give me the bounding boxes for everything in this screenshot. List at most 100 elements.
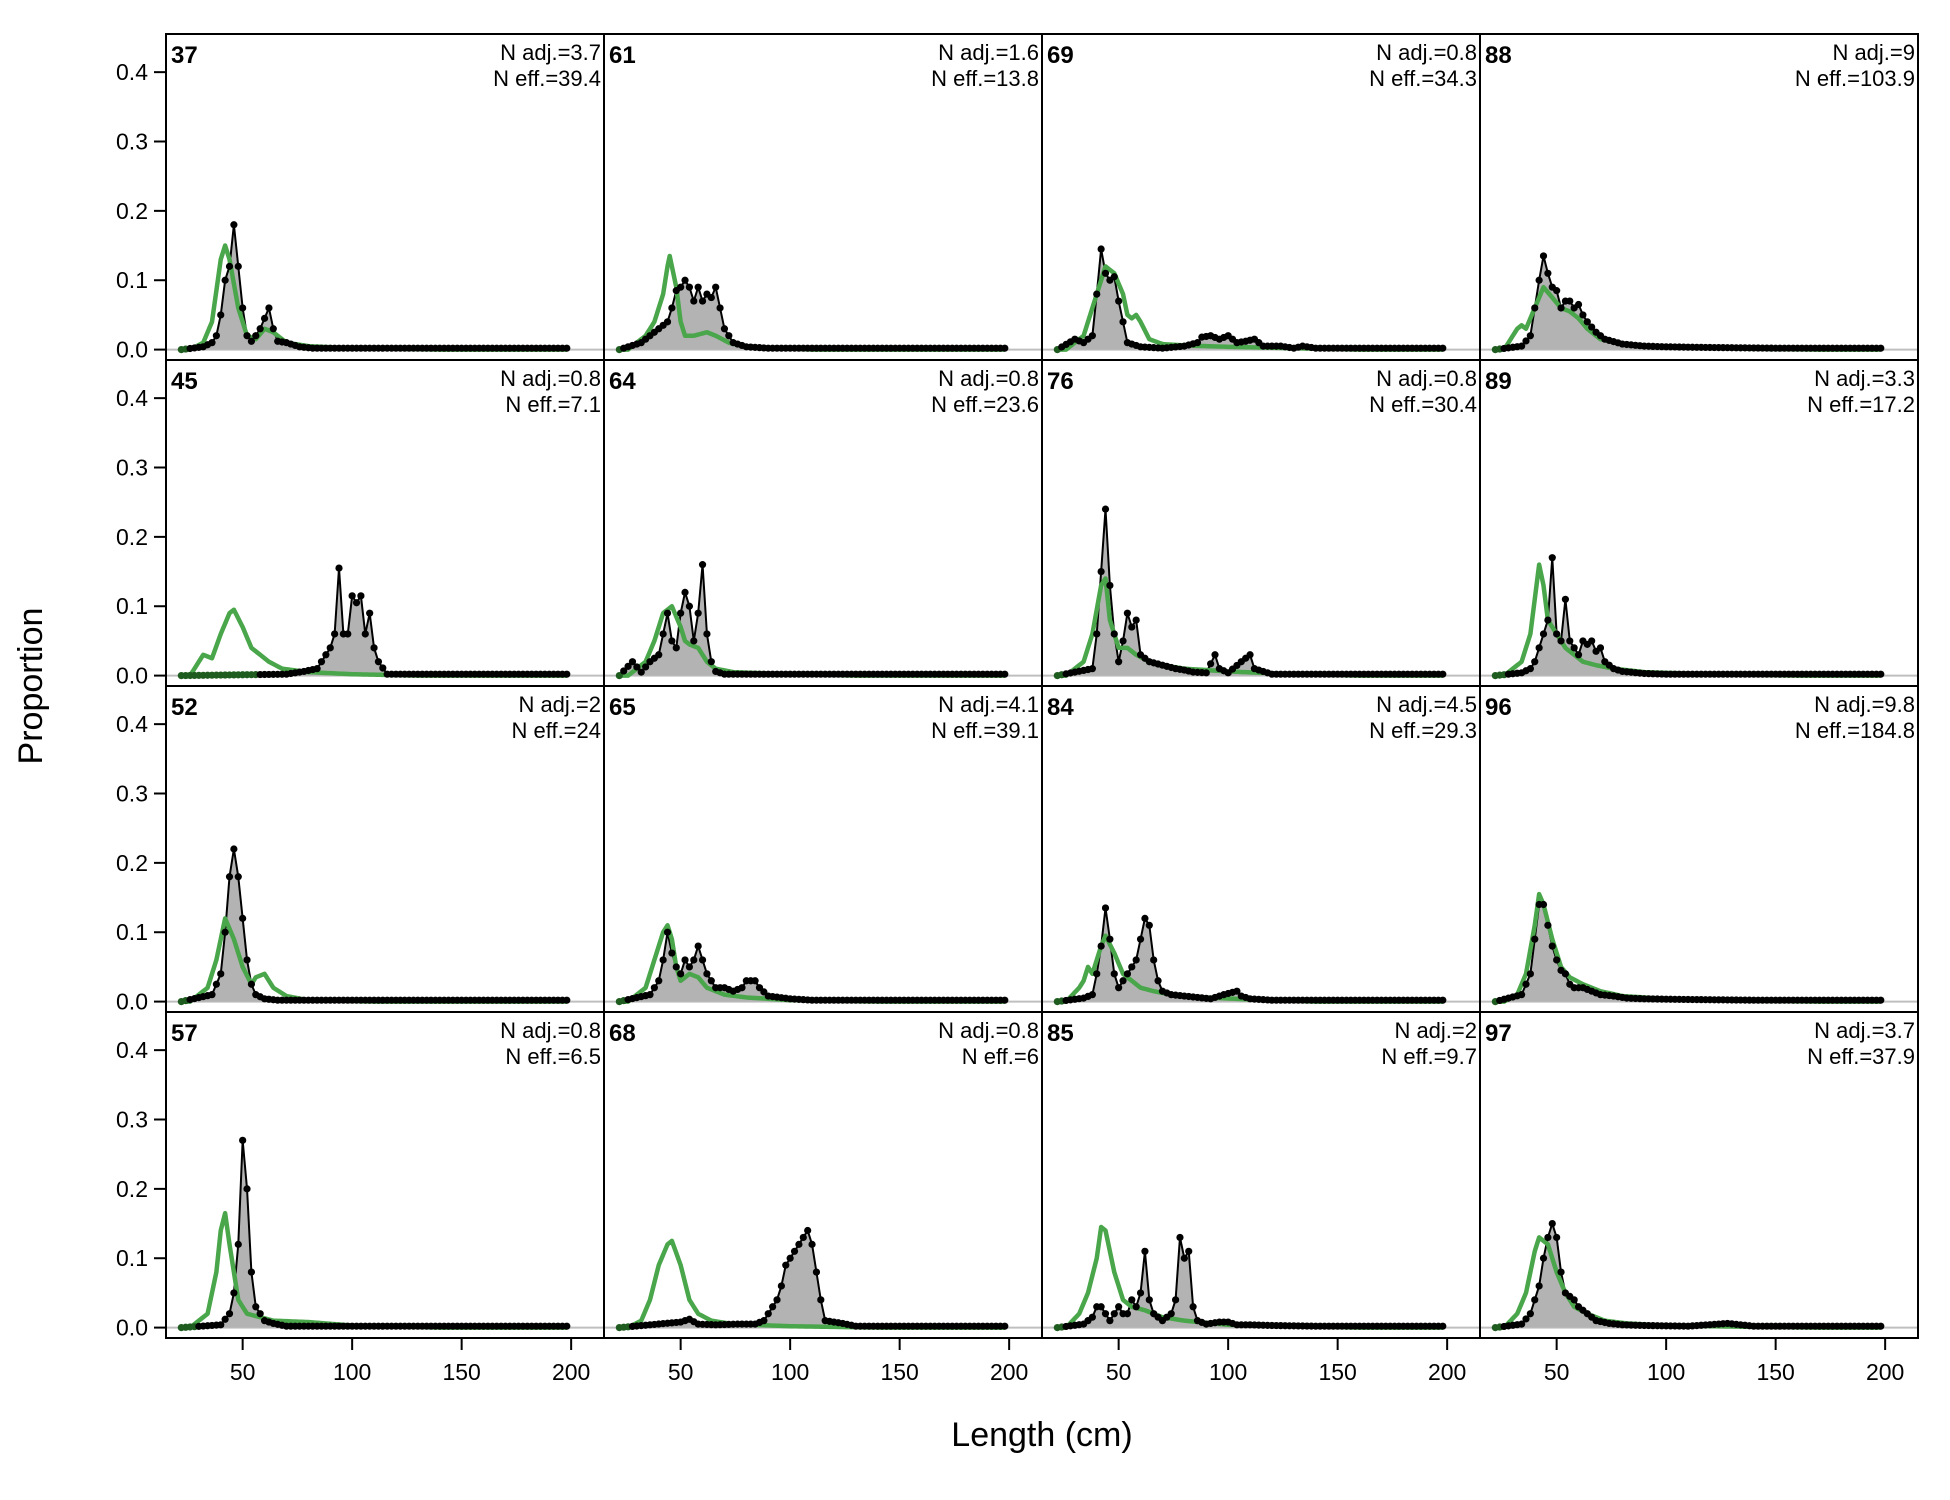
observed-point — [782, 1261, 790, 1269]
observed-point — [672, 644, 680, 652]
observed-point — [1522, 337, 1530, 345]
panel-label: 64 — [609, 368, 636, 395]
observed-point — [685, 283, 694, 291]
observed-point — [252, 332, 260, 340]
observed-point — [707, 658, 715, 666]
observed-point — [1101, 505, 1110, 513]
observed-point — [786, 1254, 794, 1262]
panel-76: 76 N adj.=0.8N eff.=30.4 — [1041, 359, 1481, 687]
observed-point — [1539, 252, 1548, 260]
observed-point — [1110, 630, 1118, 638]
observed-point — [738, 984, 746, 992]
observed-point — [720, 325, 729, 333]
observed-point — [764, 1310, 772, 1318]
axes: 0.0 0.1 0.2 0.3 0.4 0.0 0.1 0.2 0.3 0.4 0.0 0.1 0.2 0… — [116, 59, 1904, 1385]
observed-point — [326, 644, 334, 652]
observed-point — [1128, 963, 1136, 971]
observed-point — [212, 980, 220, 988]
panel-84: 84 N adj.=4.5N eff.=29.3 — [1041, 685, 1481, 1013]
observed-point — [1596, 644, 1605, 652]
observed-point — [1439, 1322, 1447, 1330]
observed-point — [208, 991, 216, 999]
observed-point — [247, 337, 256, 345]
observed-point — [1101, 904, 1110, 912]
y-tick-label: 0.1 — [116, 1245, 148, 1271]
observed-point — [221, 1315, 229, 1323]
observed-point — [1553, 630, 1561, 638]
observed-point — [1101, 1310, 1110, 1318]
observed-point — [1518, 342, 1526, 350]
observed-point — [563, 344, 571, 352]
observed-point — [646, 991, 654, 999]
observed-point — [677, 970, 685, 978]
observed-point — [668, 637, 676, 645]
observed-point — [252, 1303, 260, 1311]
observed-point — [716, 304, 724, 312]
x-tick-label: 50 — [230, 1359, 256, 1385]
observed-point — [322, 651, 330, 659]
observed-point — [243, 1185, 251, 1193]
n-eff-label: N eff.=23.6 — [931, 392, 1039, 417]
y-tick-label: 0.2 — [116, 1176, 148, 1202]
observed-point — [663, 609, 672, 617]
n-eff-label: N eff.=29.3 — [1369, 718, 1477, 743]
observed-point — [361, 630, 369, 638]
observed-fill — [181, 224, 567, 350]
observed-point — [230, 845, 238, 853]
observed-point — [1439, 670, 1447, 678]
observed-fill — [619, 932, 1005, 1002]
observed-point — [712, 283, 720, 291]
y-tick-label: 0.3 — [116, 781, 148, 807]
observed-point — [1877, 996, 1885, 1004]
observed-point — [817, 1296, 825, 1304]
n-eff-label: N eff.=184.8 — [1795, 718, 1915, 743]
panel-97: 97 N adj.=3.7N eff.=37.9 — [1479, 1011, 1919, 1339]
observed-point — [225, 262, 234, 270]
observed-point — [313, 665, 321, 673]
observed-fill — [1057, 509, 1443, 676]
observed-point — [1128, 1296, 1136, 1304]
observed-point — [1518, 991, 1526, 999]
panel-37: 37 N adj.=3.7N eff.=39.4 — [165, 33, 605, 361]
observed-point — [1136, 1289, 1145, 1297]
observed-point — [1535, 1282, 1543, 1290]
n-eff-label: N eff.=37.9 — [1807, 1044, 1915, 1069]
observed-point — [1110, 273, 1118, 281]
observed-point — [1145, 1296, 1153, 1304]
observed-point — [690, 956, 698, 964]
observed-fill — [619, 564, 1005, 676]
observed-point — [234, 1240, 242, 1248]
observed-point — [1877, 670, 1885, 678]
observed-point — [1088, 665, 1096, 673]
x-tick-label: 100 — [333, 1359, 371, 1385]
panel-65: 65 N adj.=4.1N eff.=39.1 — [603, 685, 1043, 1013]
observed-point — [698, 297, 707, 305]
observed-point — [1557, 637, 1565, 645]
observed-fill — [1495, 904, 1881, 1002]
observed-point — [256, 1310, 264, 1318]
observed-point — [694, 942, 702, 950]
observed-point — [668, 949, 676, 957]
panel-label: 84 — [1047, 694, 1074, 721]
observed-point — [659, 956, 667, 964]
observed-point — [615, 671, 623, 680]
panel-frame — [1479, 1011, 1919, 1339]
observed-point — [357, 592, 365, 600]
observed-fill — [1057, 907, 1443, 1002]
n-adj-label: N adj.=0.8 — [1376, 366, 1477, 391]
observed-point — [234, 873, 242, 881]
y-tick-label: 0.4 — [116, 711, 148, 737]
observed-point — [1211, 651, 1219, 659]
observed-point — [1097, 567, 1105, 576]
panel-label: 76 — [1047, 368, 1074, 395]
n-eff-label: N eff.=7.1 — [505, 392, 601, 417]
observed-point — [1189, 1303, 1197, 1311]
observed-point — [1088, 1313, 1096, 1321]
observed-point — [1548, 1219, 1556, 1228]
n-eff-label: N eff.=103.9 — [1795, 66, 1915, 91]
observed-point — [563, 1322, 571, 1330]
panel-label: 61 — [609, 42, 636, 69]
observed-point — [1088, 991, 1096, 999]
observed-point — [1877, 344, 1885, 352]
observed-point — [1539, 1254, 1548, 1262]
